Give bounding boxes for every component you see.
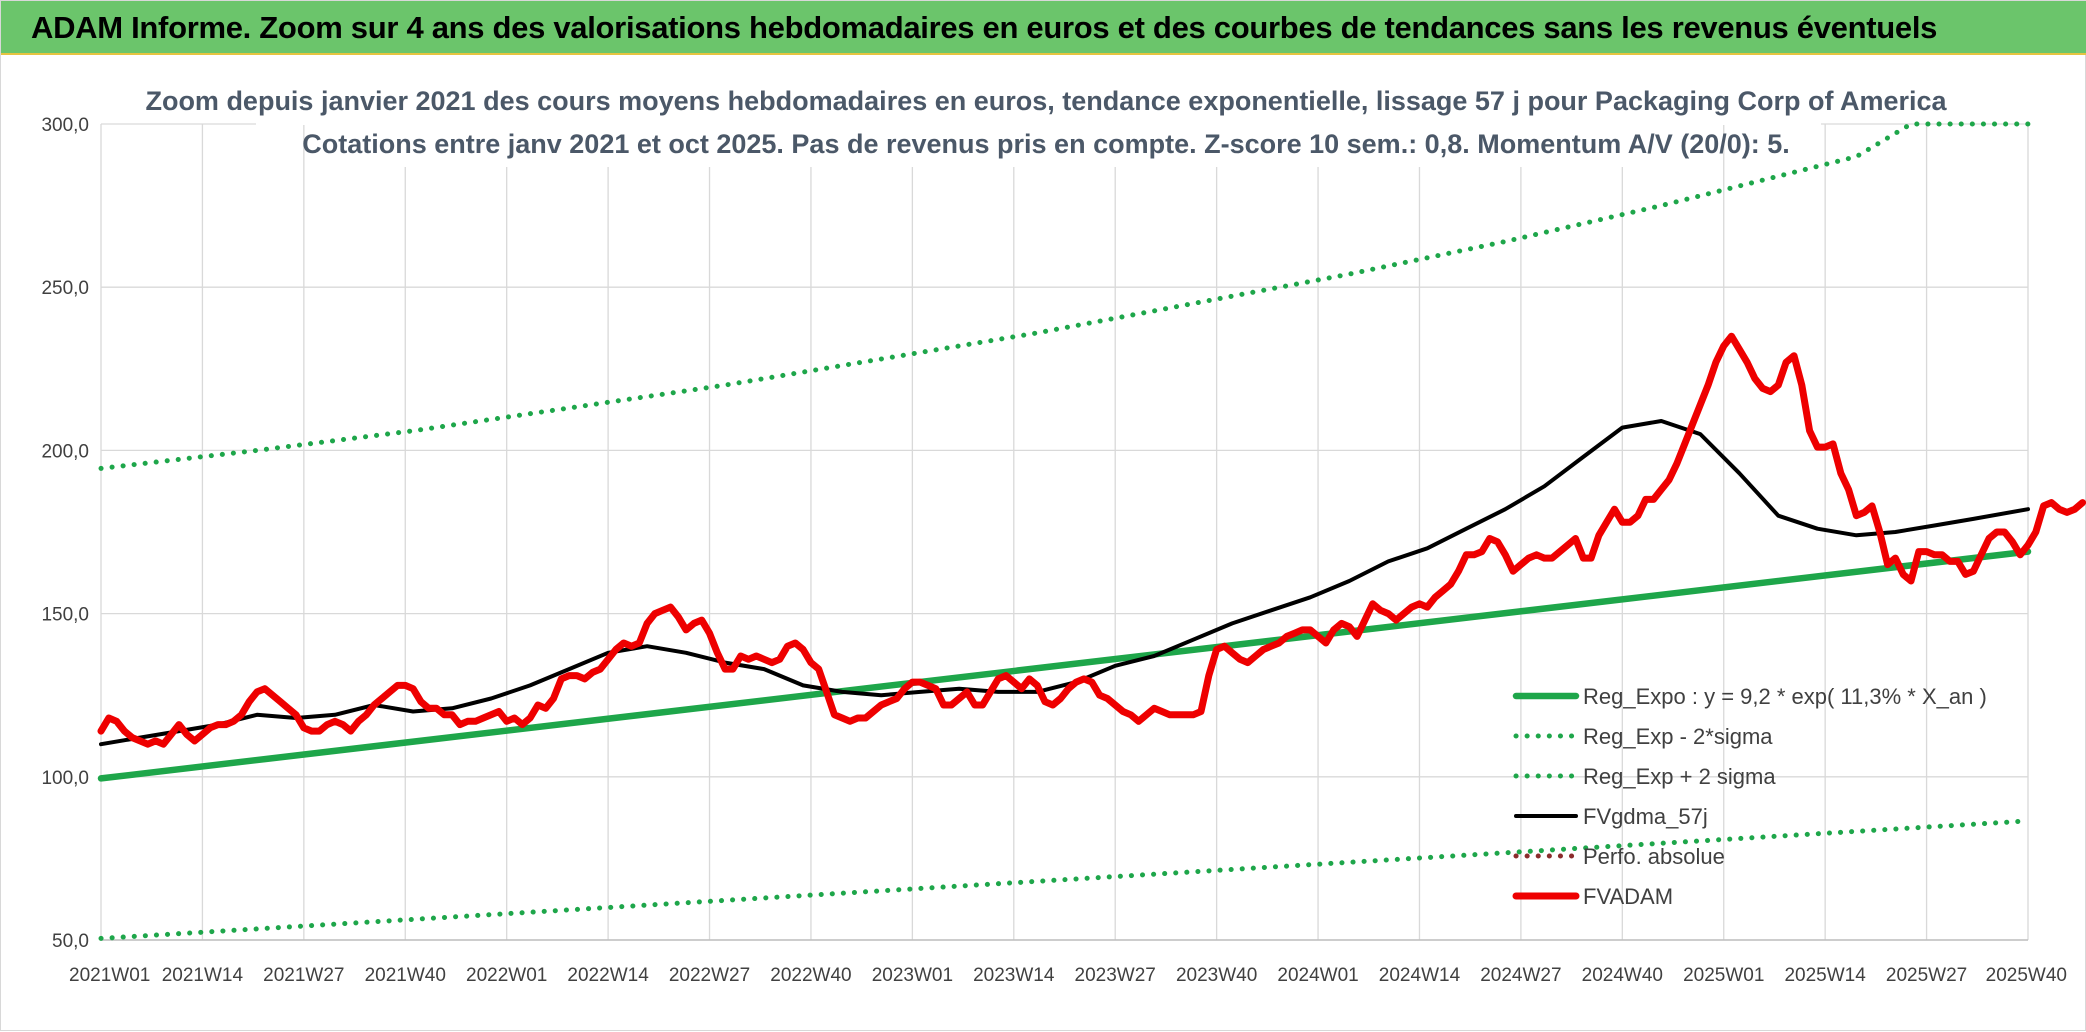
x-tick-label: 2021W27 xyxy=(263,965,344,986)
legend-label: FVADAM xyxy=(1583,884,1673,909)
subtitle-backdrop xyxy=(371,123,1711,167)
x-tick-label: 2022W14 xyxy=(567,965,649,986)
banner: ADAM Informe. Zoom sur 4 ans des valoris… xyxy=(1,1,2086,55)
y-tick-label: 150,0 xyxy=(41,605,89,626)
series-line xyxy=(97,332,2086,748)
series-line xyxy=(98,121,2031,471)
legend-label: FVgdma_57j xyxy=(1583,804,1708,829)
x-tick-label: 2024W01 xyxy=(1277,965,1358,986)
x-tick-label: 2025W27 xyxy=(1886,965,1967,986)
series-line xyxy=(97,548,2032,782)
y-tick-label: 200,0 xyxy=(41,441,89,462)
y-tick-label: 100,0 xyxy=(41,768,89,789)
x-tick-label: 2021W01 xyxy=(69,965,150,986)
legend-label: Perfo. absolue xyxy=(1583,844,1725,869)
series-line xyxy=(99,419,2030,747)
chart-subtitle: Cotations entre janv 2021 et oct 2025. P… xyxy=(302,129,1790,159)
x-tick-label: 2021W14 xyxy=(162,965,244,986)
x-tick-label: 2025W01 xyxy=(1683,965,1764,986)
banner-title: ADAM Informe. Zoom sur 4 ans des valoris… xyxy=(31,10,1938,45)
plot-area xyxy=(97,121,2086,941)
x-tick-label: 2024W40 xyxy=(1582,965,1663,986)
x-axis: 2021W01 2021W14 2021W27 2021W40 2022W01 2022W… xyxy=(69,965,2067,986)
chart-title: Zoom depuis janvier 2021 des cours moyen… xyxy=(145,86,1947,116)
x-tick-label: 2024W14 xyxy=(1379,965,1461,986)
x-tick-label: 2022W40 xyxy=(770,965,851,986)
x-tick-label: 2024W27 xyxy=(1480,965,1561,986)
title-backdrop xyxy=(256,81,1821,125)
x-tick-label: 2023W40 xyxy=(1176,965,1257,986)
y-axis: 50,0 100,0 150,0 200,0 250,0 300,0 xyxy=(41,115,89,952)
x-tick-label: 2023W27 xyxy=(1075,965,1156,986)
y-tick-label: 300,0 xyxy=(41,115,89,136)
x-tick-label: 2023W14 xyxy=(973,965,1055,986)
legend: Reg_Expo : y = 9,2 * exp( 11,3% * X_an )… xyxy=(1512,684,1987,909)
x-tick-label: 2022W27 xyxy=(669,965,750,986)
legend-label: Reg_Exp + 2 sigma xyxy=(1583,764,1776,789)
x-tick-label: 2021W40 xyxy=(365,965,446,986)
series-line xyxy=(98,818,2031,941)
y-tick-label: 250,0 xyxy=(41,278,89,299)
x-tick-label: 2022W01 xyxy=(466,965,547,986)
legend-label: Reg_Exp - 2*sigma xyxy=(1583,724,1773,749)
legend-label: Reg_Expo : y = 9,2 * exp( 11,3% * X_an ) xyxy=(1583,684,1987,709)
y-tick-label: 50,0 xyxy=(52,931,89,952)
x-tick-label: 2025W40 xyxy=(1986,965,2067,986)
x-tick-label: 2025W14 xyxy=(1784,965,1866,986)
x-tick-label: 2023W01 xyxy=(872,965,953,986)
grid xyxy=(100,123,2029,941)
